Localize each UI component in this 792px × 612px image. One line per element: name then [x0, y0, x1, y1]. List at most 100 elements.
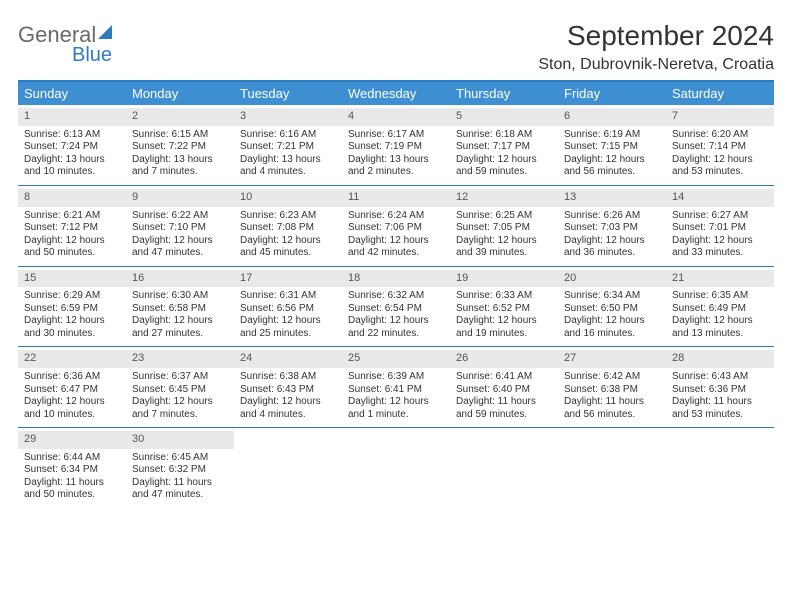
daylight-line: Daylight: 11 hours and 50 minutes.: [24, 477, 120, 502]
sunrise-line: Sunrise: 6:17 AM: [348, 129, 444, 142]
day-number: 9: [126, 189, 234, 207]
weeks-container: 1Sunrise: 6:13 AMSunset: 7:24 PMDaylight…: [18, 105, 774, 508]
logo-word-1: General: [18, 24, 96, 46]
sunrise-line: Sunrise: 6:29 AM: [24, 290, 120, 303]
sunset-line: Sunset: 7:22 PM: [132, 141, 228, 154]
day-cell: 26 Sunrise: 6:41 AMSunset: 6:40 PMDayligh…: [450, 347, 558, 427]
sunset-line: Sunset: 6:47 PM: [24, 384, 120, 397]
daylight-line: Daylight: 13 hours and 7 minutes.: [132, 154, 228, 179]
day-cell: 16Sunrise: 6:30 AMSunset: 6:58 PMDayligh…: [126, 267, 234, 347]
sunset-line: Sunset: 6:36 PM: [672, 384, 768, 397]
day-number: 26: [450, 350, 558, 368]
daylight-line: Daylight: 12 hours and 36 minutes.: [564, 235, 660, 260]
daylight-line: Daylight: 12 hours and 13 minutes.: [672, 315, 768, 340]
daylight-line: Daylight: 11 hours and 53 minutes.: [672, 396, 768, 421]
day-number: 5: [450, 108, 558, 126]
day-number: 12: [450, 189, 558, 207]
sunrise-line: Sunrise: 6:36 AM: [24, 371, 120, 384]
daylight-line: Daylight: 12 hours and 30 minutes.: [24, 315, 120, 340]
day-cell: 17Sunrise: 6:31 AMSunset: 6:56 PMDayligh…: [234, 267, 342, 347]
daylight-line: Daylight: 11 hours and 59 minutes.: [456, 396, 552, 421]
sunrise-line: Sunrise: 6:45 AM: [132, 452, 228, 465]
sunrise-line: Sunrise: 6:26 AM: [564, 210, 660, 223]
sunset-line: Sunset: 7:10 PM: [132, 222, 228, 235]
daylight-line: Daylight: 11 hours and 47 minutes.: [132, 477, 228, 502]
sunrise-line: Sunrise: 6:34 AM: [564, 290, 660, 303]
sunset-line: Sunset: 6:34 PM: [24, 464, 120, 477]
sunset-line: Sunset: 7:19 PM: [348, 141, 444, 154]
daylight-line: Daylight: 12 hours and 7 minutes.: [132, 396, 228, 421]
day-number: 1: [18, 108, 126, 126]
daylight-line: Daylight: 12 hours and 47 minutes.: [132, 235, 228, 260]
day-cell: 14Sunrise: 6:27 AMSunset: 7:01 PMDayligh…: [666, 186, 774, 266]
empty-cell: [342, 428, 450, 508]
day-number: 15: [18, 270, 126, 288]
sunrise-line: Sunrise: 6:35 AM: [672, 290, 768, 303]
day-cell: 20Sunrise: 6:34 AMSunset: 6:50 PMDayligh…: [558, 267, 666, 347]
sunset-line: Sunset: 6:38 PM: [564, 384, 660, 397]
daylight-line: Daylight: 12 hours and 10 minutes.: [24, 396, 120, 421]
day-cell: 24Sunrise: 6:38 AMSunset: 6:43 PMDayligh…: [234, 347, 342, 427]
daylight-line: Daylight: 12 hours and 25 minutes.: [240, 315, 336, 340]
sunrise-line: Sunrise: 6:25 AM: [456, 210, 552, 223]
sunrise-line: Sunrise: 6:43 AM: [672, 371, 768, 384]
logo-word-2: Blue: [72, 44, 112, 67]
day-number: 10: [234, 189, 342, 207]
sunrise-line: Sunrise: 6:15 AM: [132, 129, 228, 142]
sunset-line: Sunset: 7:05 PM: [456, 222, 552, 235]
daylight-line: Daylight: 13 hours and 2 minutes.: [348, 154, 444, 179]
day-cell: 9 Sunrise: 6:22 AMSunset: 7:10 PMDaylight…: [126, 186, 234, 266]
sunrise-line: Sunrise: 6:18 AM: [456, 129, 552, 142]
daylight-line: Daylight: 12 hours and 59 minutes.: [456, 154, 552, 179]
daylight-line: Daylight: 12 hours and 16 minutes.: [564, 315, 660, 340]
day-header: Saturday: [666, 82, 774, 105]
day-number: 18: [342, 270, 450, 288]
day-cell: 10Sunrise: 6:23 AMSunset: 7:08 PMDayligh…: [234, 186, 342, 266]
sunset-line: Sunset: 7:03 PM: [564, 222, 660, 235]
day-number: 13: [558, 189, 666, 207]
day-header: Friday: [558, 82, 666, 105]
day-cell: 25Sunrise: 6:39 AMSunset: 6:41 PMDayligh…: [342, 347, 450, 427]
sunrise-line: Sunrise: 6:19 AM: [564, 129, 660, 142]
day-cell: 21Sunrise: 6:35 AMSunset: 6:49 PMDayligh…: [666, 267, 774, 347]
day-number: 19: [450, 270, 558, 288]
sunset-line: Sunset: 6:50 PM: [564, 303, 660, 316]
day-number: 3: [234, 108, 342, 126]
day-cell: 2 Sunrise: 6:15 AMSunset: 7:22 PMDaylight…: [126, 105, 234, 185]
week-row: 29Sunrise: 6:44 AMSunset: 6:34 PMDayligh…: [18, 428, 774, 508]
sunset-line: Sunset: 7:14 PM: [672, 141, 768, 154]
day-cell: 13 Sunrise: 6:26 AMSunset: 7:03 PMDayligh…: [558, 186, 666, 266]
daylight-line: Daylight: 12 hours and 1 minute.: [348, 396, 444, 421]
sunrise-line: Sunrise: 6:37 AM: [132, 371, 228, 384]
day-number: 7: [666, 108, 774, 126]
sunset-line: Sunset: 7:15 PM: [564, 141, 660, 154]
day-cell: 30Sunrise: 6:45 AMSunset: 6:32 PMDayligh…: [126, 428, 234, 508]
day-cell: 18Sunrise: 6:32 AMSunset: 6:54 PMDayligh…: [342, 267, 450, 347]
day-number: 8: [18, 189, 126, 207]
sunrise-line: Sunrise: 6:31 AM: [240, 290, 336, 303]
sunrise-line: Sunrise: 6:22 AM: [132, 210, 228, 223]
sunset-line: Sunset: 6:58 PM: [132, 303, 228, 316]
page-title: September 2024: [538, 20, 774, 52]
sunset-line: Sunset: 6:40 PM: [456, 384, 552, 397]
sunset-line: Sunset: 6:45 PM: [132, 384, 228, 397]
empty-cell: [234, 428, 342, 508]
sunset-line: Sunset: 6:49 PM: [672, 303, 768, 316]
week-row: 15Sunrise: 6:29 AMSunset: 6:59 PMDayligh…: [18, 267, 774, 348]
day-header: Monday: [126, 82, 234, 105]
empty-cell: [666, 428, 774, 508]
day-cell: 8Sunrise: 6:21 AMSunset: 7:12 PMDaylight…: [18, 186, 126, 266]
day-cell: 3Sunrise: 6:16 AMSunset: 7:21 PMDaylight…: [234, 105, 342, 185]
sunrise-line: Sunrise: 6:41 AM: [456, 371, 552, 384]
day-cell: 7Sunrise: 6:20 AMSunset: 7:14 PMDaylight…: [666, 105, 774, 185]
page-subtitle: Ston, Dubrovnik-Neretva, Croatia: [538, 56, 774, 74]
day-number: 2: [126, 108, 234, 126]
day-number: 23: [126, 350, 234, 368]
daylight-line: Daylight: 12 hours and 56 minutes.: [564, 154, 660, 179]
sunset-line: Sunset: 6:32 PM: [132, 464, 228, 477]
sunrise-line: Sunrise: 6:27 AM: [672, 210, 768, 223]
day-cell: 6Sunrise: 6:19 AMSunset: 7:15 PMDaylight…: [558, 105, 666, 185]
sunrise-line: Sunrise: 6:24 AM: [348, 210, 444, 223]
daylight-line: Daylight: 12 hours and 22 minutes.: [348, 315, 444, 340]
empty-cell: [450, 428, 558, 508]
